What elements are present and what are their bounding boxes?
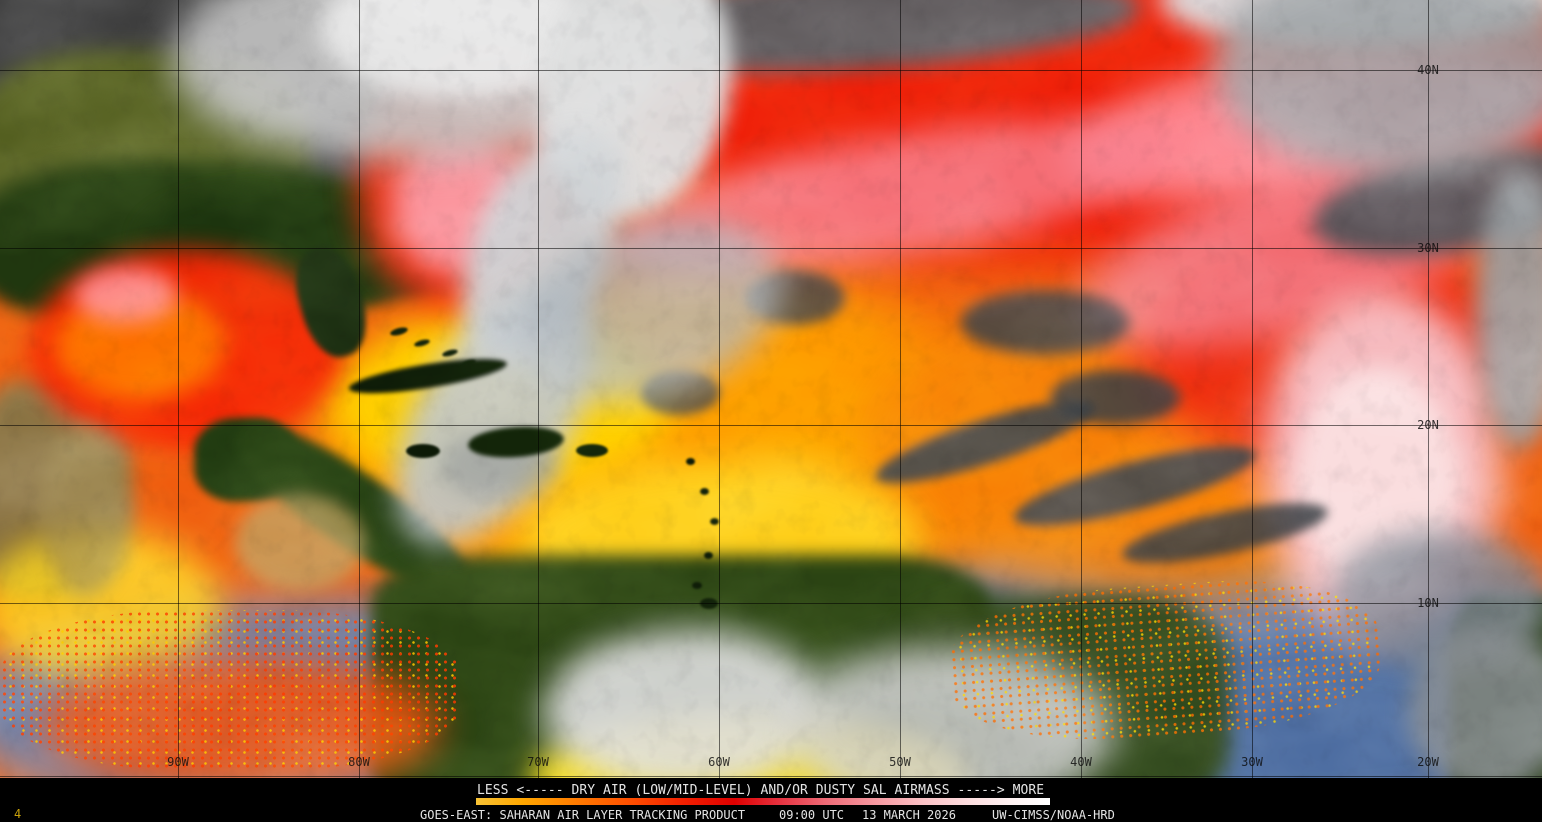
colorbar-caption: LESS <----- DRY AIR (LOW/MID-LEVEL) AND/…: [477, 783, 1045, 798]
credit-label: UW-CIMSS/NOAA-HRD: [992, 808, 1115, 822]
island-puerto-rico: [576, 444, 608, 457]
date-label: 13 MARCH 2026: [862, 808, 956, 822]
cloud-patch: [960, 290, 1130, 355]
longitude-label: 60W: [708, 755, 730, 769]
island: [704, 552, 713, 559]
grid-line-vertical: [1252, 0, 1253, 778]
dry-air-region: [75, 268, 175, 323]
grid-line-vertical: [1428, 0, 1429, 778]
frame-counter: 4: [14, 807, 22, 821]
island: [700, 488, 709, 495]
latitude-label: 20N: [1417, 418, 1439, 432]
longitude-label: 30W: [1241, 755, 1263, 769]
grid-line-horizontal: [0, 603, 1542, 604]
grid-line-horizontal: [0, 248, 1542, 249]
grid-line-vertical: [178, 0, 179, 778]
cloud-patch: [1050, 370, 1180, 425]
grid-line-horizontal: [0, 776, 1542, 777]
longitude-label: 40W: [1070, 755, 1092, 769]
grid-line-horizontal: [0, 70, 1542, 71]
grid-line-vertical: [719, 0, 720, 778]
island: [710, 518, 719, 525]
longitude-label: 70W: [527, 755, 549, 769]
latitude-label: 30N: [1417, 241, 1439, 255]
annotation-bar: LESS <----- DRY AIR (LOW/MID-LEVEL) AND/…: [0, 778, 1542, 822]
latitude-label: 10N: [1417, 596, 1439, 610]
island: [692, 582, 702, 589]
longitude-label: 90W: [167, 755, 189, 769]
colorbar-gradient: [476, 798, 1050, 805]
product-title: GOES-EAST: SAHARAN AIR LAYER TRACKING PR…: [420, 808, 746, 822]
terrain-patch: [40, 425, 130, 595]
island: [686, 458, 695, 465]
longitude-label: 20W: [1417, 755, 1439, 769]
longitude-label: 80W: [348, 755, 370, 769]
grid-line-vertical: [538, 0, 539, 778]
grid-line-vertical: [359, 0, 360, 778]
cloud-mass: [545, 630, 825, 778]
grid-line-horizontal: [0, 425, 1542, 426]
grid-line-vertical: [900, 0, 901, 778]
island-jamaica: [406, 444, 440, 458]
grid-line-vertical: [1081, 0, 1082, 778]
satellite-map: 40N 30N 20N 10N 90W 80W 70W 60W 50W 40W …: [0, 0, 1542, 778]
longitude-label: 50W: [889, 755, 911, 769]
latitude-label: 40N: [1417, 63, 1439, 77]
terrain-patch: [235, 495, 365, 590]
timestamp-utc: 09:00 UTC: [779, 808, 845, 822]
convective-speckle: [0, 610, 460, 770]
